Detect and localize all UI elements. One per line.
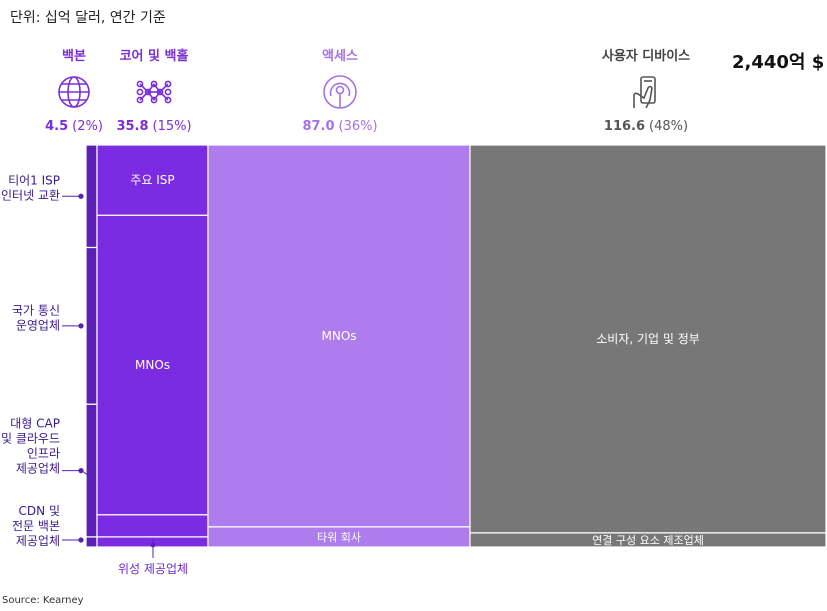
segment-share-2: (36%) <box>339 119 378 134</box>
block-1-1 <box>96 214 209 516</box>
block-label-2-1: 타워 회사 <box>317 531 361 544</box>
node-5 <box>164 96 172 104</box>
broadcast-tower-icon <box>323 75 357 109</box>
satellite-label: 위성 제공업체 <box>118 562 188 576</box>
backbone-label-line: 국가 통신 <box>12 304 60 318</box>
satellite-dot <box>150 542 156 548</box>
block-label-3-1: 연결 구성 요소 제조업체 <box>592 534 704 547</box>
node-1 <box>136 88 144 96</box>
block-label-2-0: MNOs <box>321 329 356 343</box>
node-0 <box>136 80 144 88</box>
total-value: 2,440억 $ <box>732 52 824 73</box>
edge-7 <box>153 83 161 93</box>
backbone-label-line: 대형 CAP <box>10 417 60 431</box>
block-2-0 <box>207 144 471 528</box>
hand-outline <box>633 85 653 109</box>
backbone-block-3 <box>85 536 98 548</box>
backbone-block-0 <box>85 144 98 249</box>
segment-header-3: 사용자 디바이스 <box>602 48 690 64</box>
backbone-label-line: 및 클라우드 <box>1 432 60 446</box>
edge-0 <box>139 83 149 93</box>
edge-8 <box>147 91 155 101</box>
backbone-block-1 <box>85 246 98 405</box>
signal-center <box>335 85 345 95</box>
backbone-label-line: 제공업체 <box>16 534 60 548</box>
segment-value-3: 116.6 (48%) <box>604 119 688 134</box>
node-2 <box>136 96 144 104</box>
node-3 <box>164 80 172 88</box>
source-note: Source: Kearney <box>2 595 84 606</box>
segment-share-1: (15%) <box>153 119 192 134</box>
backbone-label-3: CDN 및 전문 백본 제공업체 <box>12 504 60 548</box>
block-label-1-0: 주요 ISP <box>130 173 174 187</box>
segment-value-number-1: 35.8 <box>116 119 148 134</box>
edge-1 <box>139 91 149 101</box>
segment-value-number-2: 87.0 <box>302 119 334 134</box>
edge-6 <box>153 91 161 101</box>
block-1-2 <box>96 514 209 538</box>
backbone-label-line: CDN 및 <box>19 504 60 518</box>
node-4 <box>164 88 172 96</box>
block-label-1-1: MNOs <box>135 358 170 372</box>
smartphone-hand-icon <box>633 76 656 109</box>
segment-value-2: 87.0 (36%) <box>302 119 377 134</box>
globe-icon <box>58 76 90 108</box>
backbone-block-2 <box>85 403 98 538</box>
block-3-1 <box>469 532 827 548</box>
backbone-label-line: 인프라 <box>27 447 60 461</box>
backbone-label-1: 국가 통신 운영업체 <box>12 304 60 333</box>
signal-arc <box>329 82 351 97</box>
block-3-0 <box>469 144 827 534</box>
backbone-label-line: 전문 백본 <box>12 519 60 533</box>
segment-value-number-0: 4.5 <box>45 119 68 134</box>
segment-header-2: 액세스 <box>322 49 358 64</box>
node-7 <box>150 96 158 104</box>
edge-2 <box>159 83 169 93</box>
backbone-label-line: 티어1 ISP <box>8 174 60 188</box>
edge-3 <box>159 91 169 101</box>
segment-share-3: (48%) <box>649 119 688 134</box>
segment-header-0: 백본 <box>62 49 86 64</box>
backbone-label-line: 운영업체 <box>16 319 60 333</box>
unit-label: 단위: 십억 달러, 연간 기준 <box>10 10 166 26</box>
segment-value-number-3: 116.6 <box>604 119 645 134</box>
block-label-3-0: 소비자, 기업 및 정부 <box>596 332 700 346</box>
segment-header-1: 코어 및 백홀 <box>120 48 189 64</box>
segment-value-0: 4.5 (2%) <box>45 119 103 134</box>
node-6 <box>150 80 158 88</box>
backbone-label-0: 티어1 ISP 인터넷 교환 <box>1 174 60 203</box>
network-nodes-icon <box>136 80 172 104</box>
backbone-label-line: 인터넷 교환 <box>1 189 60 203</box>
edge-5 <box>147 83 155 93</box>
segment-share-0: (2%) <box>72 119 103 134</box>
segment-value-1: 35.8 (15%) <box>116 119 191 134</box>
backbone-label-2: 대형 CAP 및 클라우드 인프라 제공업체 <box>1 417 60 476</box>
backbone-label-line: 제공업체 <box>16 462 60 476</box>
